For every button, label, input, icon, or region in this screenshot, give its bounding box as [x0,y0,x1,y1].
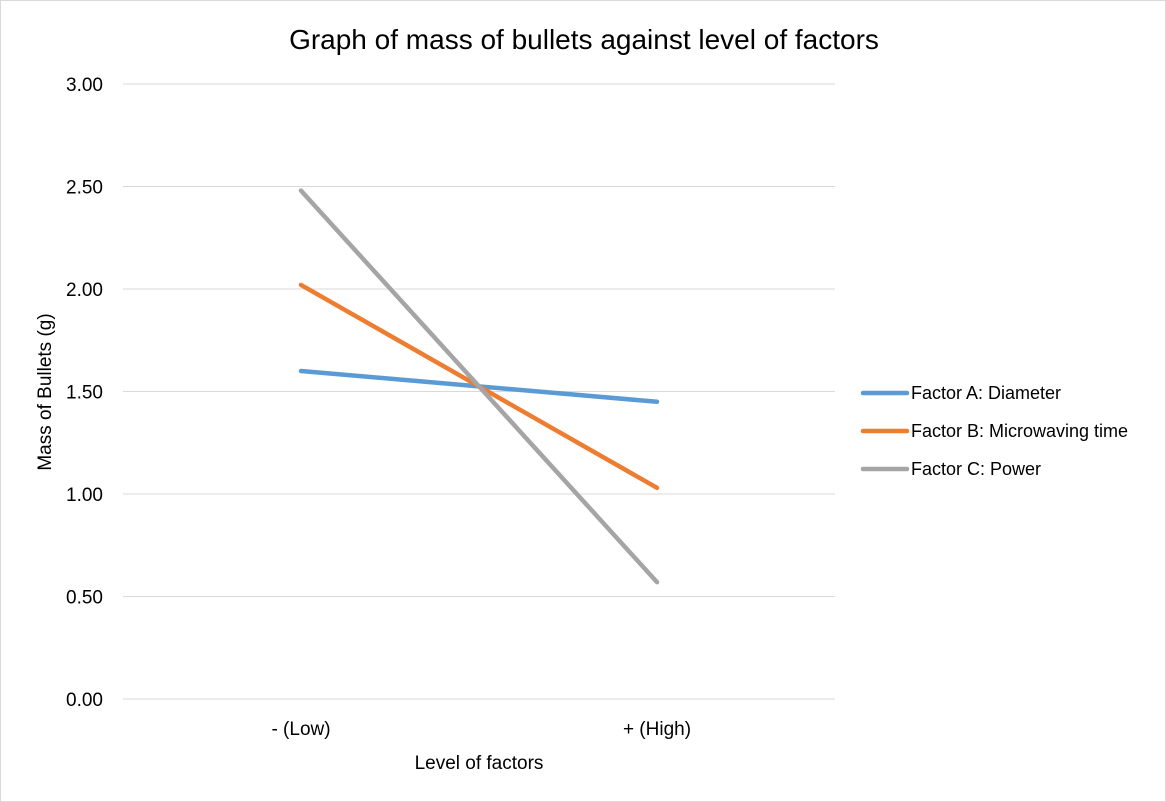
y-tick-label: 1.50 [66,383,103,404]
series-line-3 [298,188,660,585]
x-tick-label: - (Low) [271,719,330,740]
legend-label: Factor B: Microwaving time [911,421,1128,441]
x-axis-title: Level of factors [415,753,544,774]
x-tick-label: + (High) [623,719,691,740]
legend: Factor A: Diameter Factor B: Microwaving … [860,383,1128,479]
y-tick-label: 2.00 [66,280,103,301]
y-tick-label: 0.00 [66,690,103,711]
series-lines [298,188,660,585]
y-tick-label: 3.00 [66,75,103,96]
legend-label: Factor A: Diameter [911,383,1061,403]
x-axis-tick-labels: - (Low) + (High) [271,719,691,740]
y-tick-label: 2.50 [66,178,103,199]
y-axis-title: Mass of Bullets (g) [35,313,56,470]
y-tick-label: 1.00 [66,485,103,506]
y-axis-tick-labels: 0.00 0.50 1.00 1.50 2.00 2.50 3.00 [66,75,103,711]
gridlines [123,83,835,700]
chart-title: Graph of mass of bullets against level o… [289,24,879,55]
legend-label: Factor C: Power [911,459,1041,479]
y-tick-label: 0.50 [66,588,103,609]
